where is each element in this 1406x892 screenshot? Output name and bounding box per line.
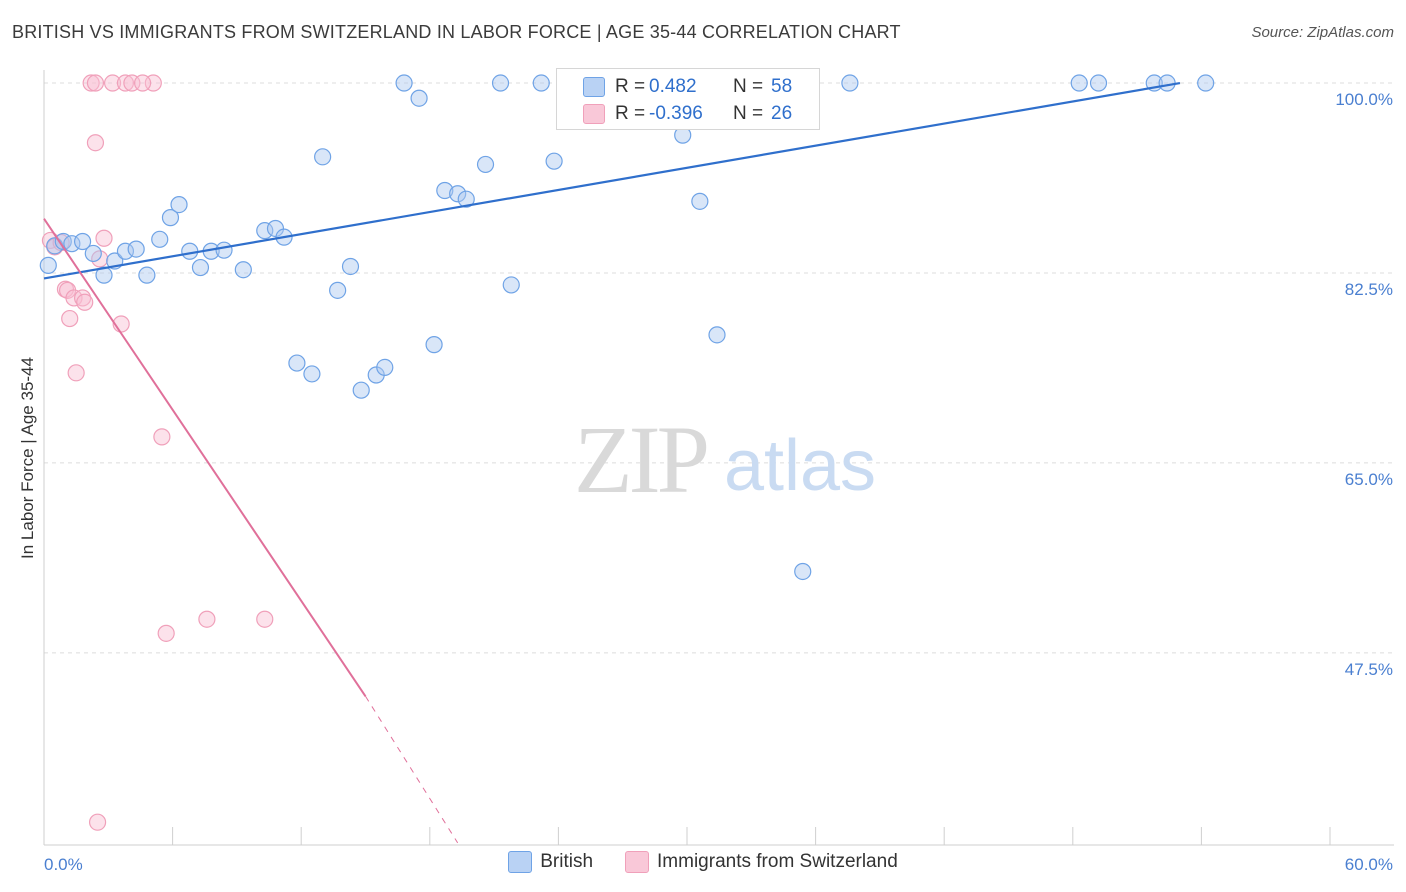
british-point: [410, 89, 428, 107]
x-tick-label-min: 0.0%: [44, 855, 83, 874]
british-n-value: 58: [771, 76, 793, 97]
swiss-points: [41, 74, 274, 831]
y-tick-label: 100.0%: [1335, 90, 1393, 109]
british-point: [395, 74, 413, 92]
swiss-trendline: [43, 218, 367, 697]
trendlines: [43, 81, 1181, 844]
british-point: [116, 242, 135, 260]
legend-item-swiss[interactable]: Immigrants from Switzerland: [625, 851, 898, 873]
british-point: [1089, 74, 1108, 92]
british-point: [1070, 74, 1088, 92]
grid-lines: [44, 82, 1394, 654]
swiss-point: [61, 309, 79, 328]
swiss-point: [95, 229, 113, 247]
british-point: [161, 209, 180, 227]
british-point: [256, 222, 274, 240]
y-tick-label: 65.0%: [1345, 470, 1393, 489]
n-label: N =: [733, 103, 764, 124]
source-label: Source: ZipAtlas.com: [1251, 24, 1394, 41]
british-point: [288, 354, 306, 372]
british-point: [303, 365, 321, 383]
swiss-point: [86, 134, 105, 152]
swiss-n-value: 26: [771, 103, 793, 124]
legend-british-label: British: [540, 851, 594, 872]
british-point: [532, 74, 550, 92]
british-point: [502, 276, 520, 294]
british-trendline: [43, 81, 1181, 280]
y-tick-label: 82.5%: [1345, 280, 1393, 299]
swiss-point: [157, 624, 175, 642]
british-point: [491, 74, 510, 92]
british-point: [1197, 74, 1215, 92]
chart-title: BRITISH VS IMMIGRANTS FROM SWITZERLAND I…: [12, 22, 901, 42]
r-label: R =: [615, 103, 646, 124]
british-point: [234, 261, 252, 279]
swiss-r-value: -0.396: [649, 103, 703, 124]
swiss-point: [76, 293, 94, 311]
british-point: [449, 185, 467, 203]
tick-labels: 100.0% 82.5% 65.0% 47.5% 0.0% 60.0%: [44, 90, 1393, 874]
swiss-point: [103, 74, 122, 92]
r-label: R =: [615, 76, 646, 97]
swiss-point: [198, 610, 216, 628]
british-point: [215, 241, 233, 259]
watermark: ZIP atlas: [574, 406, 876, 513]
swiss-point: [153, 428, 171, 446]
stats-box: R = 0.482 N = 58 R = -0.396 N = 26: [556, 68, 820, 130]
british-swatch: [583, 77, 605, 97]
british-point: [476, 155, 495, 174]
british-point: [457, 190, 475, 208]
british-point: [841, 74, 859, 92]
british-point: [794, 562, 812, 581]
swiss-point: [86, 74, 105, 92]
swiss-point: [116, 74, 135, 92]
british-point: [63, 235, 81, 253]
y-axis-title: In Labor Force | Age 35-44: [18, 357, 37, 559]
watermark-zip: ZIP: [574, 406, 707, 513]
british-point: [341, 257, 360, 276]
british-point: [127, 240, 145, 258]
swiss-point: [67, 364, 85, 382]
british-point: [1158, 74, 1176, 92]
british-point: [151, 230, 169, 248]
watermark-atlas: atlas: [724, 426, 876, 506]
british-r-value: 0.482: [649, 76, 697, 97]
swiss-swatch: [583, 104, 605, 124]
legend: British Immigrants from Switzerland: [0, 851, 1406, 873]
british-point: [352, 381, 370, 399]
british-point: [266, 219, 285, 238]
x-tick-label-max: 60.0%: [1345, 855, 1393, 874]
legend-british-swatch: [508, 851, 533, 873]
british-point: [73, 232, 92, 251]
n-label: N =: [733, 76, 764, 97]
british-point: [436, 181, 454, 200]
british-point: [39, 256, 57, 274]
british-point: [691, 192, 709, 210]
british-point: [329, 281, 347, 299]
british-point: [170, 195, 188, 214]
british-point: [425, 336, 443, 354]
y-tick-label: 47.5%: [1345, 660, 1393, 679]
british-point: [545, 152, 563, 170]
legend-item-british[interactable]: British: [508, 851, 593, 873]
legend-swiss-label: Immigrants from Switzerland: [657, 851, 898, 872]
british-point: [314, 148, 332, 166]
british-point: [376, 358, 394, 377]
british-point: [191, 258, 210, 277]
british-point: [708, 326, 726, 344]
swiss-trendline-extension: [365, 696, 459, 844]
british-point: [138, 266, 156, 284]
swiss-point: [88, 813, 107, 831]
british-point: [84, 244, 102, 263]
swiss-point: [256, 610, 274, 628]
axes: [43, 70, 1394, 846]
legend-swiss-swatch: [625, 851, 650, 873]
swiss-point: [133, 74, 152, 92]
swiss-point: [82, 74, 100, 92]
